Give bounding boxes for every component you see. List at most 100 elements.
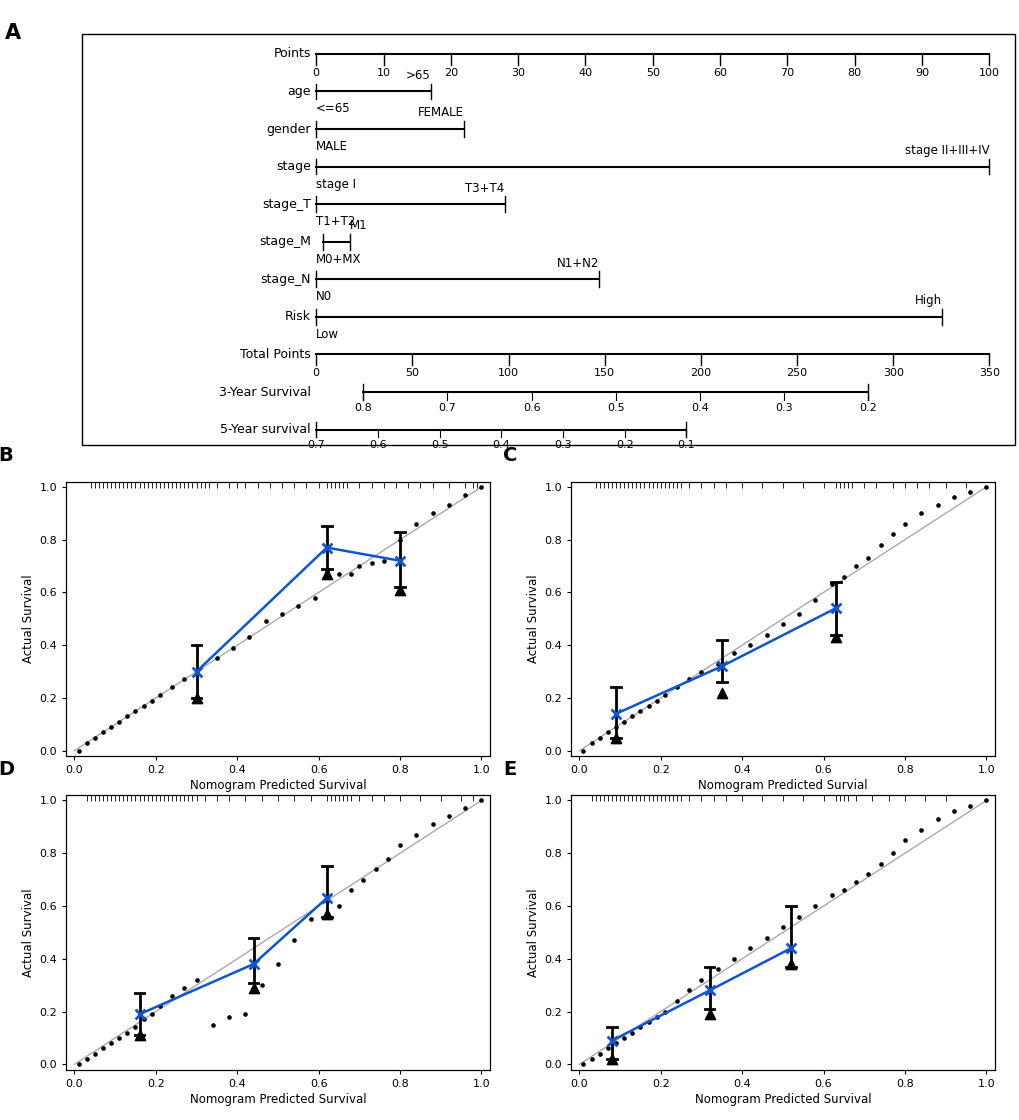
Text: 80: 80 [847, 68, 861, 78]
Point [127, 1018, 144, 1036]
Point [87, 729, 103, 747]
Point [103, 718, 119, 736]
Text: N0: N0 [316, 290, 332, 304]
Point [701, 1006, 717, 1024]
Text: 0.7: 0.7 [307, 440, 325, 450]
Point [144, 692, 160, 710]
Point [302, 911, 318, 928]
Point [391, 552, 408, 570]
X-axis label: Nomogram Predicted Survial: Nomogram Predicted Survial [697, 780, 867, 792]
Point [391, 531, 408, 549]
Point [119, 708, 136, 726]
Text: 100: 100 [497, 368, 519, 379]
Y-axis label: Actual Survival: Actual Survival [22, 575, 36, 663]
Text: 50: 50 [645, 68, 659, 78]
Text: 0.1: 0.1 [677, 440, 695, 450]
Point [103, 1034, 119, 1052]
Point [318, 562, 334, 580]
Point [318, 539, 334, 557]
Point [790, 605, 806, 623]
Point [189, 663, 205, 681]
Point [424, 815, 440, 833]
Point [945, 802, 961, 820]
Point [859, 549, 875, 567]
Point [615, 1029, 632, 1047]
Point [668, 679, 685, 697]
Point [144, 1006, 160, 1024]
Point [318, 892, 334, 909]
Point [632, 702, 648, 720]
Point [583, 1051, 599, 1068]
Text: gender: gender [266, 122, 311, 136]
Point [607, 718, 624, 736]
Point [318, 564, 334, 582]
Point [189, 663, 205, 681]
Y-axis label: Actual Survival: Actual Survival [527, 888, 540, 977]
Text: C: C [503, 446, 518, 465]
Point [70, 1055, 87, 1073]
Text: stage I: stage I [316, 178, 356, 190]
Point [806, 897, 822, 915]
Text: n=468 d=155 p=7, 150 subjects per group: n=468 d=155 p=7, 150 subjects per group [66, 811, 262, 820]
Text: T1+T2: T1+T2 [316, 215, 356, 228]
Point [273, 605, 289, 623]
Point [912, 821, 928, 839]
Point [742, 636, 758, 654]
Point [164, 987, 180, 1005]
Point [221, 1008, 237, 1026]
Point [648, 1008, 664, 1026]
Point [583, 734, 599, 752]
Point [681, 671, 697, 689]
Text: stage II+III+IV: stage II+III+IV [904, 144, 988, 157]
Point [87, 1045, 103, 1063]
Point [258, 613, 274, 631]
Point [457, 486, 473, 504]
Point [379, 850, 395, 868]
Point [176, 671, 193, 689]
Point [945, 488, 961, 506]
Text: <=65: <=65 [316, 102, 351, 115]
Point [351, 557, 367, 575]
Text: 0.3: 0.3 [553, 440, 572, 450]
Point [599, 1039, 615, 1057]
Text: >65: >65 [406, 69, 430, 82]
Point [713, 683, 730, 701]
Point [575, 1055, 591, 1073]
Point [363, 554, 379, 572]
Point [603, 1032, 620, 1049]
Point [152, 687, 168, 704]
Text: MALE: MALE [316, 140, 347, 153]
Point [440, 808, 457, 825]
Text: D: D [0, 759, 14, 778]
Point [624, 708, 640, 726]
Text: M1: M1 [350, 220, 367, 232]
Point [318, 905, 334, 923]
Point [209, 650, 225, 668]
Text: X – resampling optimism added, B=1000: X – resampling optimism added, B=1000 [286, 811, 472, 820]
Point [774, 615, 791, 633]
Text: 0: 0 [313, 368, 319, 379]
Text: 0.2: 0.2 [615, 440, 633, 450]
Point [408, 515, 424, 533]
Point [726, 644, 742, 662]
Text: Based on observed-predicted: Based on observed-predicted [791, 836, 923, 844]
Text: 0.8: 0.8 [354, 403, 372, 413]
Text: High: High [914, 295, 942, 307]
Text: 60: 60 [712, 68, 727, 78]
Point [709, 655, 726, 673]
Point [758, 928, 774, 946]
Text: 0.4: 0.4 [492, 440, 510, 450]
Point [701, 981, 717, 999]
Text: 5-Year survival: 5-Year survival [220, 423, 311, 436]
Point [656, 1002, 673, 1020]
Text: 350: 350 [978, 368, 999, 379]
Point [127, 702, 144, 720]
Text: n=468 d=155 p=7, 150 subjects per group: n=468 d=155 p=7, 150 subjects per group [571, 811, 766, 820]
Point [440, 496, 457, 514]
Text: 150: 150 [594, 368, 614, 379]
Text: Points: Points [273, 47, 311, 60]
Point [668, 992, 685, 1010]
Point [826, 628, 843, 646]
Point [656, 687, 673, 704]
Point [285, 932, 302, 950]
